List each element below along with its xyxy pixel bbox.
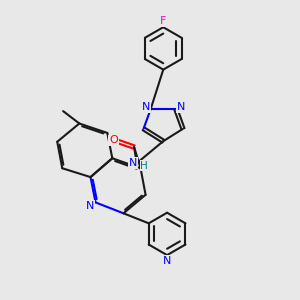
Text: N: N — [141, 102, 150, 112]
Text: N: N — [85, 201, 94, 211]
Text: O: O — [109, 135, 118, 145]
Text: N: N — [163, 256, 171, 266]
Text: N: N — [129, 158, 137, 168]
Text: H: H — [140, 160, 148, 171]
Text: N: N — [177, 102, 185, 112]
Text: F: F — [160, 16, 167, 26]
